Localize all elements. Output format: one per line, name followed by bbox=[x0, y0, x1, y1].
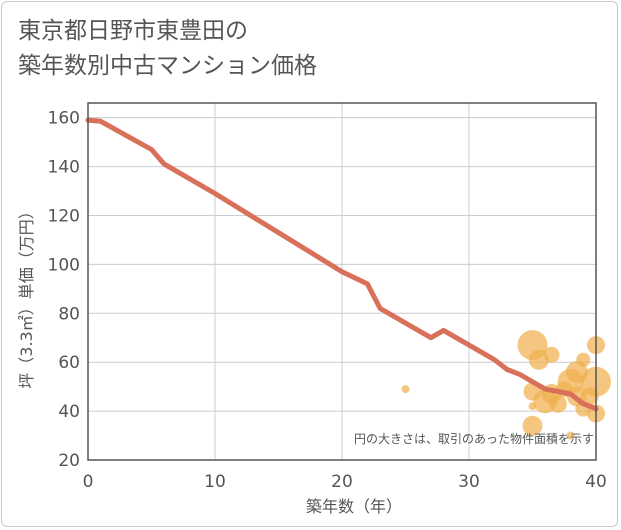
bubble-point-19 bbox=[522, 415, 543, 436]
y-tick-labels: 20 40 60 80 100 120 140 160 bbox=[48, 109, 80, 471]
bubble-point-20 bbox=[566, 431, 575, 440]
x-tick-0: 0 bbox=[83, 472, 94, 492]
title-line-1: 東京都日野市東豊田の bbox=[18, 18, 248, 44]
y-tick-40: 40 bbox=[58, 402, 80, 422]
y-tick-140: 140 bbox=[48, 158, 80, 178]
y-axis-label: 坪（3.3㎡）単価（万円） bbox=[17, 203, 36, 388]
plot-border bbox=[87, 102, 597, 461]
y-tick-80: 80 bbox=[58, 304, 80, 324]
bubble-point-3 bbox=[543, 346, 560, 363]
y-tick-100: 100 bbox=[48, 255, 80, 275]
x-axis-label: 築年数（年） bbox=[306, 497, 402, 516]
y-tick-60: 60 bbox=[58, 353, 80, 373]
size-note: 円の大きさは、取引のあった物件面積を示す bbox=[354, 431, 594, 446]
x-tick-labels: 0 10 20 30 40 bbox=[83, 472, 607, 492]
trend-line bbox=[85, 117, 599, 412]
bubble-point-0 bbox=[401, 385, 410, 394]
y-tick-20: 20 bbox=[58, 451, 80, 471]
title-line-2: 築年数別中古マンション価格 bbox=[18, 53, 317, 79]
bubble-point-14 bbox=[576, 352, 591, 367]
chart-title: 東京都日野市東豊田の築年数別中古マンション価格 bbox=[18, 14, 317, 84]
gridlines bbox=[87, 103, 597, 461]
bubble-series bbox=[401, 330, 611, 440]
y-tick-160: 160 bbox=[48, 109, 80, 129]
y-tick-120: 120 bbox=[48, 206, 80, 226]
x-tick-20: 20 bbox=[331, 472, 353, 492]
x-tick-10: 10 bbox=[204, 472, 226, 492]
x-tick-40: 40 bbox=[585, 472, 607, 492]
bubble-point-8 bbox=[548, 394, 567, 413]
x-tick-30: 30 bbox=[458, 472, 480, 492]
